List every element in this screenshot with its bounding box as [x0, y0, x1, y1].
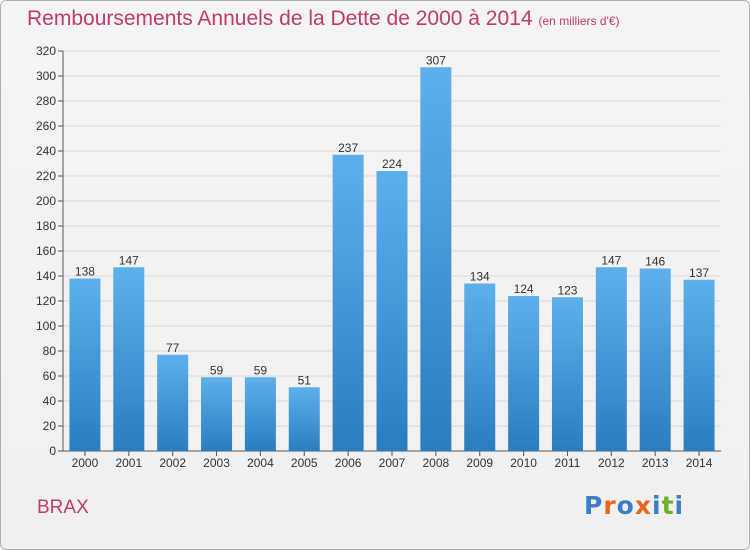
y-tick-label: 60: [43, 369, 57, 383]
bar-value-label: 137: [689, 266, 709, 280]
bar-value-label: 237: [338, 141, 358, 155]
bar: [288, 387, 320, 451]
bar: [201, 377, 233, 451]
bar: [683, 279, 715, 451]
bar-value-label: 307: [426, 53, 446, 67]
y-tick-label: 300: [36, 69, 56, 83]
bar: [639, 268, 671, 451]
bar: [113, 267, 145, 451]
bar-value-label: 59: [210, 363, 224, 377]
x-tick-label: 2006: [335, 456, 362, 470]
logo-letter: i: [674, 491, 685, 520]
logo-letter: x: [634, 491, 652, 520]
y-tick-label: 120: [36, 294, 56, 308]
logo-letter: P: [584, 491, 604, 520]
x-tick-label: 2009: [466, 456, 493, 470]
y-tick-label: 240: [36, 144, 56, 158]
y-tick-label: 160: [36, 244, 56, 258]
x-tick-label: 2012: [598, 456, 625, 470]
bar-value-label: 147: [119, 253, 139, 267]
commune-name: BRAX: [37, 497, 89, 518]
y-tick-label: 200: [36, 194, 56, 208]
bar: [244, 377, 276, 451]
logo-letter: t: [661, 491, 675, 520]
x-tick-label: 2004: [247, 456, 274, 470]
x-tick-label: 2003: [203, 456, 230, 470]
chart-title: Remboursements Annuels de la Dette de 20…: [27, 7, 620, 31]
y-tick-label: 260: [36, 119, 56, 133]
bar-value-label: 134: [470, 270, 490, 284]
x-tick-label: 2000: [72, 456, 99, 470]
x-tick-label: 2011: [555, 456, 581, 470]
y-tick-label: 280: [36, 94, 56, 108]
y-tick-label: 220: [36, 169, 56, 183]
x-tick-label: 2005: [291, 456, 318, 470]
y-tick-label: 100: [36, 319, 56, 333]
bar: [595, 267, 627, 451]
x-tick-label: 2001: [115, 456, 142, 470]
bar-value-label: 123: [557, 283, 577, 297]
logo-letter: r: [603, 491, 617, 520]
logo-letter: i: [652, 491, 662, 520]
x-tick-label: 2002: [159, 456, 186, 470]
bar-value-label: 147: [601, 253, 621, 267]
bar-value-label: 138: [75, 265, 95, 279]
x-tick-label: 2010: [510, 456, 537, 470]
bar: [508, 296, 540, 451]
proxiti-logo: Proxiti: [584, 491, 684, 520]
bar: [420, 67, 452, 451]
y-tick-label: 40: [43, 394, 57, 408]
bar-value-label: 59: [254, 363, 268, 377]
chart-subtitle: (en milliers d'€): [538, 14, 620, 28]
x-tick-label: 2007: [379, 456, 406, 470]
bar: [157, 354, 189, 451]
bar-value-label: 124: [514, 282, 534, 296]
logo-letter: o: [616, 491, 635, 520]
bar-value-label: 77: [166, 341, 180, 355]
x-tick-label: 2013: [642, 456, 669, 470]
x-tick-label: 2008: [423, 456, 450, 470]
bar-value-label: 146: [645, 255, 665, 269]
y-tick-label: 140: [36, 269, 56, 283]
y-tick-label: 320: [36, 44, 56, 58]
y-tick-label: 80: [43, 344, 57, 358]
bar: [464, 283, 496, 451]
x-tick-label: 2014: [686, 456, 713, 470]
bar: [376, 171, 408, 451]
y-tick-label: 180: [36, 219, 56, 233]
bar: [69, 278, 101, 451]
y-tick-label: 0: [49, 444, 56, 458]
chart-title-text: Remboursements Annuels de la Dette de 20…: [27, 7, 533, 30]
bar: [332, 154, 364, 451]
bar-value-label: 51: [298, 373, 312, 387]
bar-value-label: 224: [382, 157, 402, 171]
y-tick-label: 20: [43, 419, 57, 433]
bar: [551, 297, 583, 451]
